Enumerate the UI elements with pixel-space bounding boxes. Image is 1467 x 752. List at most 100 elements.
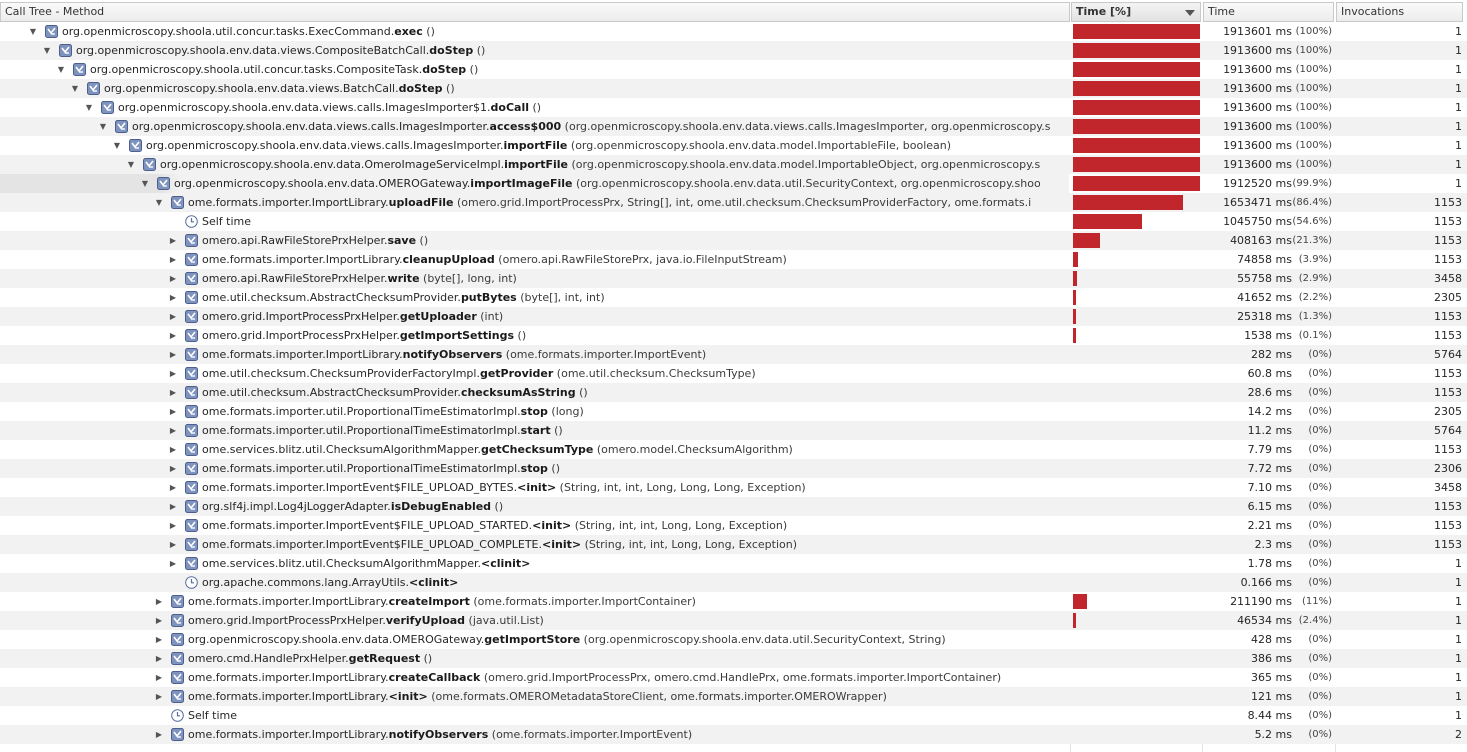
expand-arrow-icon[interactable]: ▶: [169, 483, 177, 492]
expand-arrow-icon[interactable]: ▶: [155, 692, 163, 701]
method-cell[interactable]: ▶ omero.api.RawFileStorePrxHelper.save (): [0, 231, 1069, 250]
column-header-invocations[interactable]: Invocations: [1336, 2, 1463, 22]
expand-arrow-icon[interactable]: ▶: [169, 445, 177, 454]
expand-arrow-icon[interactable]: ▶: [155, 616, 163, 625]
table-row[interactable]: Self time 8.44 ms (0%) 1: [0, 706, 1467, 725]
expand-arrow-icon[interactable]: ▶: [169, 312, 177, 321]
method-cell[interactable]: ▶ ome.formats.importer.util.ProportionalT…: [0, 421, 1069, 440]
table-row[interactable]: ▶ ome.formats.importer.ImportLibrary.<ini…: [0, 687, 1467, 706]
table-row[interactable]: Self time 1045750 ms (54.6%) 1153: [0, 212, 1467, 231]
expand-arrow-icon[interactable]: ▶: [169, 369, 177, 378]
table-row[interactable]: ▶ omero.grid.ImportProcessPrxHelper.getIm…: [0, 326, 1467, 345]
expand-arrow-icon[interactable]: ▶: [169, 464, 177, 473]
method-cell[interactable]: ▶ ome.util.checksum.AbstractChecksumProvi…: [0, 288, 1069, 307]
table-row[interactable]: ▼ org.openmicroscopy.shoola.env.data.view…: [0, 136, 1467, 155]
method-cell[interactable]: ▶ ome.formats.importer.ImportLibrary.noti…: [0, 345, 1069, 364]
method-cell[interactable]: ▶ ome.util.checksum.ChecksumProviderFacto…: [0, 364, 1069, 383]
table-row[interactable]: ▶ omero.grid.ImportProcessPrxHelper.getUp…: [0, 307, 1467, 326]
method-cell[interactable]: ▼ org.openmicroscopy.shoola.util.concur.t…: [0, 22, 1069, 41]
method-cell[interactable]: ▶ ome.formats.importer.ImportLibrary.clea…: [0, 250, 1069, 269]
table-row[interactable]: ▶ ome.util.checksum.ChecksumProviderFacto…: [0, 364, 1467, 383]
expand-arrow-icon[interactable]: ▶: [169, 293, 177, 302]
method-cell[interactable]: ▼ org.openmicroscopy.shoola.env.data.view…: [0, 41, 1069, 60]
table-row[interactable]: ▶ ome.formats.importer.ImportLibrary.noti…: [0, 725, 1467, 744]
table-row[interactable]: ▼ org.openmicroscopy.shoola.env.data.view…: [0, 98, 1467, 117]
method-cell[interactable]: ▶ ome.formats.importer.util.ProportionalT…: [0, 459, 1069, 478]
method-cell[interactable]: ▼ org.openmicroscopy.shoola.env.data.OMER…: [0, 174, 1069, 193]
method-cell[interactable]: org.apache.commons.lang.ArrayUtils.<clin…: [0, 573, 1069, 592]
method-cell[interactable]: ▶ omero.grid.ImportProcessPrxHelper.verif…: [0, 611, 1069, 630]
expand-arrow-icon[interactable]: ▶: [169, 407, 177, 416]
expand-arrow-icon[interactable]: ▶: [155, 597, 163, 606]
method-cell[interactable]: Self time: [0, 706, 1069, 725]
table-row[interactable]: org.apache.commons.lang.ArrayUtils.<clin…: [0, 573, 1467, 592]
method-cell[interactable]: ▶ ome.formats.importer.ImportEvent$FILE_U…: [0, 535, 1069, 554]
collapse-arrow-icon[interactable]: ▼: [29, 27, 37, 36]
table-row[interactable]: ▶ ome.util.checksum.AbstractChecksumProvi…: [0, 288, 1467, 307]
method-cell[interactable]: ▶ ome.formats.importer.ImportLibrary.crea…: [0, 668, 1069, 687]
method-cell[interactable]: ▼ org.openmicroscopy.shoola.env.data.Omer…: [0, 155, 1069, 174]
table-row[interactable]: ▶ ome.formats.importer.util.ProportionalT…: [0, 459, 1467, 478]
collapse-arrow-icon[interactable]: ▼: [43, 46, 51, 55]
table-row[interactable]: ▶ ome.formats.importer.ImportLibrary.noti…: [0, 345, 1467, 364]
table-row[interactable]: ▼ org.openmicroscopy.shoola.util.concur.t…: [0, 22, 1467, 41]
table-row[interactable]: ▶ org.slf4j.impl.Log4jLoggerAdapter.isDeb…: [0, 497, 1467, 516]
method-cell[interactable]: ▶ ome.services.blitz.util.ChecksumAlgorit…: [0, 554, 1069, 573]
table-row[interactable]: ▶ ome.formats.importer.ImportLibrary.crea…: [0, 592, 1467, 611]
table-row[interactable]: ▶ org.openmicroscopy.shoola.env.data.OMER…: [0, 630, 1467, 649]
expand-arrow-icon[interactable]: ▶: [169, 331, 177, 340]
method-cell[interactable]: ▶ ome.formats.importer.util.ProportionalT…: [0, 402, 1069, 421]
method-cell[interactable]: ▼ org.openmicroscopy.shoola.env.data.view…: [0, 79, 1069, 98]
collapse-arrow-icon[interactable]: ▼: [113, 141, 121, 150]
method-cell[interactable]: ▶ ome.services.blitz.util.ChecksumAlgorit…: [0, 440, 1069, 459]
method-cell[interactable]: ▶ ome.formats.importer.ImportLibrary.noti…: [0, 725, 1069, 744]
table-row[interactable]: ▶ ome.services.blitz.util.ChecksumAlgorit…: [0, 554, 1467, 573]
expand-arrow-icon[interactable]: ▶: [169, 521, 177, 530]
table-row[interactable]: ▼ org.openmicroscopy.shoola.env.data.OMER…: [0, 174, 1467, 193]
table-row[interactable]: ▼ ome.formats.importer.ImportLibrary.uplo…: [0, 193, 1467, 212]
expand-arrow-icon[interactable]: ▶: [169, 236, 177, 245]
expand-arrow-icon[interactable]: ▶: [155, 730, 163, 739]
method-cell[interactable]: ▼ org.openmicroscopy.shoola.env.data.view…: [0, 136, 1069, 155]
table-row[interactable]: ▶ ome.services.blitz.util.ChecksumAlgorit…: [0, 440, 1467, 459]
table-row[interactable]: ▶ ome.formats.importer.util.ProportionalT…: [0, 421, 1467, 440]
expand-arrow-icon[interactable]: ▶: [155, 673, 163, 682]
method-cell[interactable]: ▶ ome.formats.importer.ImportLibrary.crea…: [0, 592, 1069, 611]
method-cell[interactable]: ▶ omero.api.RawFileStorePrxHelper.write (…: [0, 269, 1069, 288]
column-header-time-percent[interactable]: Time [%]: [1071, 2, 1201, 22]
table-row[interactable]: ▼ org.openmicroscopy.shoola.util.concur.t…: [0, 60, 1467, 79]
expand-arrow-icon[interactable]: ▶: [169, 350, 177, 359]
collapse-arrow-icon[interactable]: ▼: [85, 103, 93, 112]
method-cell[interactable]: Self time: [0, 212, 1069, 231]
column-header-time[interactable]: Time: [1203, 2, 1334, 22]
collapse-arrow-icon[interactable]: ▼: [141, 179, 149, 188]
expand-arrow-icon[interactable]: ▶: [169, 540, 177, 549]
expand-arrow-icon[interactable]: ▶: [169, 274, 177, 283]
table-row[interactable]: ▼ org.openmicroscopy.shoola.env.data.view…: [0, 79, 1467, 98]
table-row[interactable]: ▼ org.openmicroscopy.shoola.env.data.view…: [0, 41, 1467, 60]
method-cell[interactable]: ▼ org.openmicroscopy.shoola.util.concur.t…: [0, 60, 1069, 79]
table-row[interactable]: ▶ omero.api.RawFileStorePrxHelper.save ()…: [0, 231, 1467, 250]
collapse-arrow-icon[interactable]: ▼: [155, 198, 163, 207]
method-cell[interactable]: ▶ omero.grid.ImportProcessPrxHelper.getUp…: [0, 307, 1069, 326]
collapse-arrow-icon[interactable]: ▼: [71, 84, 79, 93]
table-row[interactable]: ▶ omero.cmd.HandlePrxHelper.getRequest ()…: [0, 649, 1467, 668]
collapse-arrow-icon[interactable]: ▼: [99, 122, 107, 131]
column-header-method[interactable]: Call Tree - Method: [0, 2, 1070, 22]
table-row[interactable]: ▼ org.openmicroscopy.shoola.env.data.Omer…: [0, 155, 1467, 174]
method-cell[interactable]: ▶ omero.cmd.HandlePrxHelper.getRequest (): [0, 649, 1069, 668]
table-row[interactable]: ▶ ome.formats.importer.util.ProportionalT…: [0, 402, 1467, 421]
collapse-arrow-icon[interactable]: ▼: [57, 65, 65, 74]
method-cell[interactable]: ▶ ome.util.checksum.AbstractChecksumProvi…: [0, 383, 1069, 402]
table-row[interactable]: ▶ ome.util.checksum.AbstractChecksumProvi…: [0, 383, 1467, 402]
method-cell[interactable]: ▼ org.openmicroscopy.shoola.env.data.view…: [0, 117, 1069, 136]
expand-arrow-icon[interactable]: ▶: [155, 654, 163, 663]
table-row[interactable]: ▶ omero.api.RawFileStorePrxHelper.write (…: [0, 269, 1467, 288]
method-cell[interactable]: ▼ org.openmicroscopy.shoola.env.data.view…: [0, 98, 1069, 117]
method-cell[interactable]: ▶ org.openmicroscopy.shoola.env.data.OMER…: [0, 630, 1069, 649]
method-cell[interactable]: ▶ org.slf4j.impl.Log4jLoggerAdapter.isDeb…: [0, 497, 1069, 516]
expand-arrow-icon[interactable]: ▶: [169, 502, 177, 511]
method-cell[interactable]: ▶ ome.formats.importer.ImportEvent$FILE_U…: [0, 516, 1069, 535]
method-cell[interactable]: ▶ ome.formats.importer.ImportEvent$FILE_U…: [0, 478, 1069, 497]
expand-arrow-icon[interactable]: ▶: [169, 388, 177, 397]
